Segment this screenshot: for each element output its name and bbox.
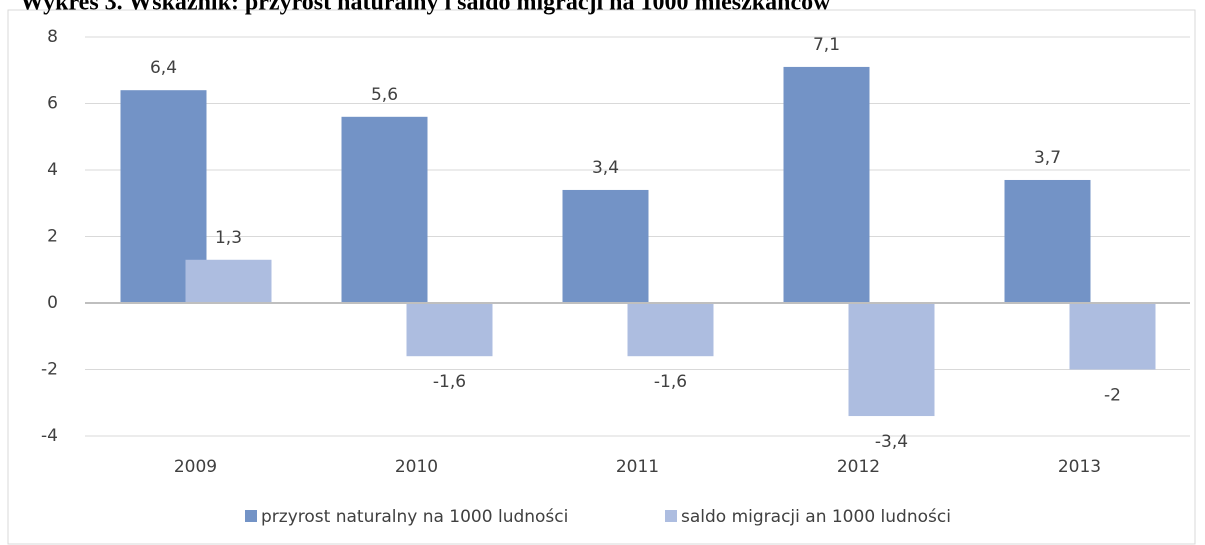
y-tick-label: 6 — [47, 94, 58, 114]
data-label: -1,6 — [433, 372, 466, 392]
legend-label: przyrost naturalny na 1000 ludności — [261, 507, 568, 527]
bar — [406, 303, 493, 357]
bar — [1004, 179, 1091, 303]
data-label: 3,7 — [1034, 148, 1061, 168]
data-label: 1,3 — [215, 228, 242, 248]
data-label: -2 — [1104, 386, 1121, 406]
data-label: 7,1 — [813, 35, 840, 55]
data-label: 5,6 — [371, 85, 398, 105]
y-tick-label: -4 — [41, 426, 58, 446]
bar — [341, 116, 428, 303]
bar — [848, 303, 935, 417]
bar — [185, 259, 272, 303]
data-label: -1,6 — [654, 372, 687, 392]
x-tick-label: 2010 — [395, 457, 438, 477]
x-tick-label: 2011 — [616, 457, 659, 477]
legend-swatch — [245, 510, 257, 522]
bar — [627, 303, 714, 357]
chart-border — [7, 9, 1196, 545]
y-tick-label: -2 — [41, 360, 58, 380]
legend-swatch — [665, 510, 677, 522]
y-tick-label: 0 — [47, 293, 58, 313]
y-tick-label: 8 — [47, 27, 58, 47]
x-tick-label: 2013 — [1058, 457, 1101, 477]
data-label: 6,4 — [150, 58, 177, 78]
y-tick-label: 4 — [47, 160, 58, 180]
data-label: -3,4 — [875, 432, 908, 452]
legend-label: saldo migracji an 1000 ludności — [681, 507, 951, 527]
x-tick-label: 2009 — [174, 457, 217, 477]
bar — [562, 189, 649, 303]
data-label: 3,4 — [592, 158, 619, 178]
bar — [1069, 303, 1156, 370]
chart-title: Wykres 3. Wskaźnik: przyrost naturalny i… — [20, 0, 831, 16]
y-tick-label: 2 — [47, 227, 58, 247]
x-tick-label: 2012 — [837, 457, 880, 477]
bar — [783, 66, 870, 303]
